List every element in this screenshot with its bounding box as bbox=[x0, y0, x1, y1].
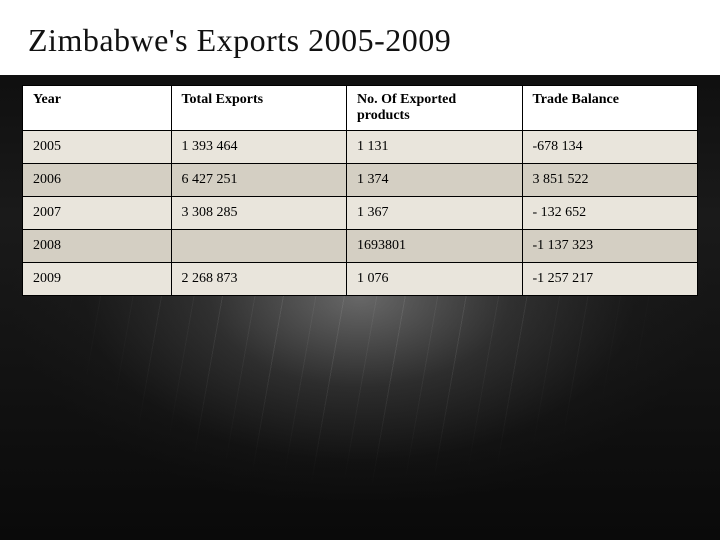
table-header-row: Year Total Exports No. Of Exported produ… bbox=[23, 86, 698, 131]
cell-no-products: 1 367 bbox=[347, 197, 523, 230]
table-row: 2005 1 393 464 1 131 -678 134 bbox=[23, 131, 698, 164]
table-row: 2006 6 427 251 1 374 3 851 522 bbox=[23, 164, 698, 197]
cell-no-products: 1 131 bbox=[347, 131, 523, 164]
cell-trade-balance: -678 134 bbox=[522, 131, 698, 164]
table-row: 2009 2 268 873 1 076 -1 257 217 bbox=[23, 263, 698, 296]
cell-year: 2007 bbox=[23, 197, 172, 230]
cell-no-products: 1 076 bbox=[347, 263, 523, 296]
cell-trade-balance: 3 851 522 bbox=[522, 164, 698, 197]
cell-year: 2005 bbox=[23, 131, 172, 164]
table-row: 2007 3 308 285 1 367 - 132 652 bbox=[23, 197, 698, 230]
cell-total-exports: 3 308 285 bbox=[171, 197, 347, 230]
cell-year: 2006 bbox=[23, 164, 172, 197]
cell-no-products: 1 374 bbox=[347, 164, 523, 197]
cell-year: 2009 bbox=[23, 263, 172, 296]
table-row: 2008 1693801 -1 137 323 bbox=[23, 230, 698, 263]
table-container: Year Total Exports No. Of Exported produ… bbox=[0, 75, 720, 296]
cell-trade-balance: -1 137 323 bbox=[522, 230, 698, 263]
slide-title: Zimbabwe's Exports 2005-2009 bbox=[28, 22, 692, 59]
exports-table: Year Total Exports No. Of Exported produ… bbox=[22, 85, 698, 296]
cell-trade-balance: -1 257 217 bbox=[522, 263, 698, 296]
cell-no-products: 1693801 bbox=[347, 230, 523, 263]
cell-total-exports: 2 268 873 bbox=[171, 263, 347, 296]
cell-year: 2008 bbox=[23, 230, 172, 263]
header-total-exports: Total Exports bbox=[171, 86, 347, 131]
cell-total-exports: 1 393 464 bbox=[171, 131, 347, 164]
cell-total-exports: 6 427 251 bbox=[171, 164, 347, 197]
header-no-products: No. Of Exported products bbox=[347, 86, 523, 131]
slide: Zimbabwe's Exports 2005-2009 Year Total … bbox=[0, 0, 720, 540]
title-container: Zimbabwe's Exports 2005-2009 bbox=[0, 0, 720, 75]
header-trade-balance: Trade Balance bbox=[522, 86, 698, 131]
cell-trade-balance: - 132 652 bbox=[522, 197, 698, 230]
cell-total-exports bbox=[171, 230, 347, 263]
header-year: Year bbox=[23, 86, 172, 131]
